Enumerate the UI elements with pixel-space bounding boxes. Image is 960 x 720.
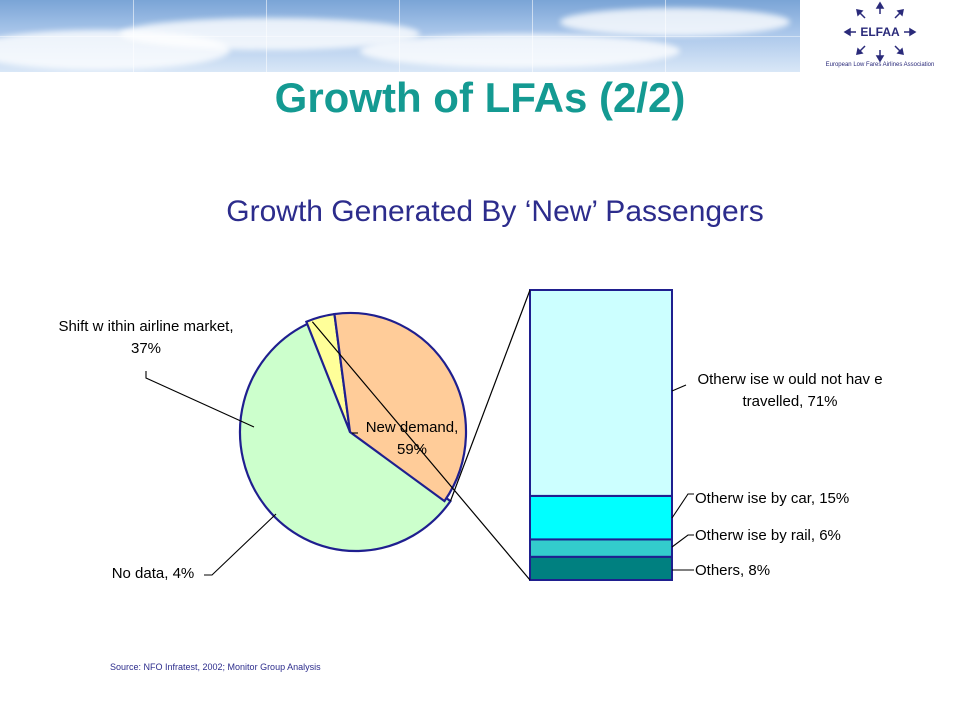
label-others: Others, 8% (695, 562, 770, 579)
label-not-travelled: Otherw ise w ould not hav e travelled, 71… (697, 371, 882, 410)
header-banner (0, 0, 800, 72)
label-by-car: Otherw ise by car, 15% (695, 490, 849, 507)
bar-segment-others (529, 555, 673, 581)
connector-line-top (449, 289, 531, 502)
source-note: Source: NFO Infratest, 2002; Monitor Gro… (110, 662, 321, 672)
pie-slice-new-demand (238, 320, 452, 553)
bar-segment-car (529, 494, 673, 541)
logo-text: ELFAA (860, 25, 900, 39)
leader-line-shift (145, 371, 255, 428)
leader-line-rail (671, 534, 694, 548)
leader-line-not-travelled (671, 384, 687, 392)
logo-caption: European Low Fares Airlines Association (825, 62, 935, 68)
chart-title: Growth Generated By ‘New’ Passengers (226, 195, 764, 228)
label-new-demand: New demand, 59% (366, 419, 459, 458)
slide-title: Growth of LFAs (2/2) (274, 74, 686, 121)
leader-line-no-data (204, 513, 277, 576)
bar-segment-not-travelled (529, 289, 673, 497)
elfaa-logo: ELFAA (800, 0, 960, 72)
pie-slice-shift (333, 311, 468, 503)
label-shift-within-market: Shift w ithin airline market, 37% (58, 318, 233, 357)
compass-arrows-icon: ELFAA (843, 1, 917, 63)
leader-line-car (671, 493, 694, 519)
label-no-data: No data, 4% (112, 565, 195, 582)
connector-line-bottom (311, 321, 531, 581)
label-by-rail: Otherw ise by rail, 6% (695, 527, 841, 544)
bar-segment-rail (529, 538, 673, 558)
